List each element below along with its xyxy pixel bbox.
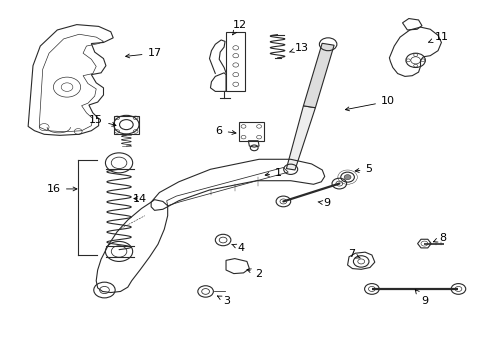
Text: 2: 2 bbox=[246, 269, 262, 279]
Text: 8: 8 bbox=[433, 233, 446, 243]
Text: 1: 1 bbox=[264, 168, 282, 178]
Text: 11: 11 bbox=[428, 32, 447, 42]
Text: 4: 4 bbox=[231, 243, 244, 253]
Text: 3: 3 bbox=[217, 296, 229, 306]
Text: 17: 17 bbox=[125, 48, 161, 58]
Text: 16: 16 bbox=[47, 184, 77, 194]
Bar bbox=[238, 122, 264, 141]
Text: 14: 14 bbox=[133, 194, 147, 203]
Text: 5: 5 bbox=[354, 164, 372, 174]
Text: 13: 13 bbox=[289, 43, 308, 53]
Polygon shape bbox=[286, 106, 315, 170]
Bar bbox=[225, 32, 245, 91]
Text: 7: 7 bbox=[347, 249, 360, 259]
Text: 12: 12 bbox=[232, 19, 246, 35]
Text: 15: 15 bbox=[89, 115, 116, 126]
Text: 9: 9 bbox=[414, 290, 427, 306]
Circle shape bbox=[344, 175, 350, 180]
Text: 9: 9 bbox=[317, 198, 330, 208]
Text: 10: 10 bbox=[345, 96, 394, 111]
Polygon shape bbox=[303, 43, 333, 108]
Text: 6: 6 bbox=[215, 126, 236, 136]
